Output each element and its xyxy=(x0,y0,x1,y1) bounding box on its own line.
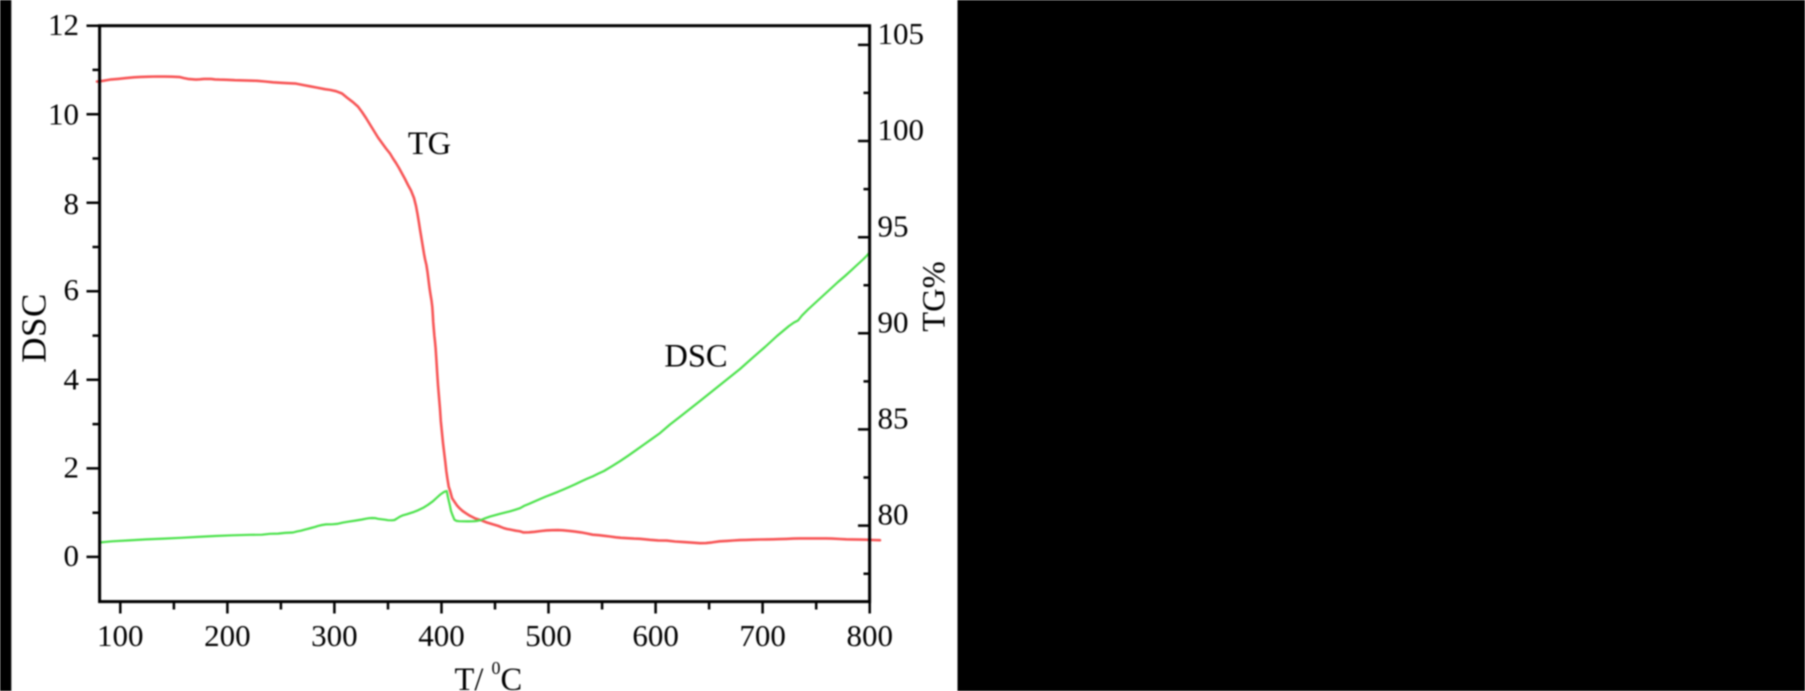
svg-text:8: 8 xyxy=(64,186,80,221)
svg-text:10: 10 xyxy=(48,97,79,132)
svg-text:85: 85 xyxy=(878,401,909,436)
svg-text:TG%: TG% xyxy=(917,261,953,331)
svg-text:90: 90 xyxy=(878,304,909,339)
svg-text:100: 100 xyxy=(97,618,144,653)
svg-text:6: 6 xyxy=(64,272,80,307)
svg-text:200: 200 xyxy=(204,618,251,653)
svg-text:DSC: DSC xyxy=(664,338,727,374)
svg-text:600: 600 xyxy=(632,618,679,653)
svg-text:700: 700 xyxy=(739,618,786,653)
svg-text:105: 105 xyxy=(878,16,925,51)
svg-text:100: 100 xyxy=(878,112,925,147)
svg-text:95: 95 xyxy=(878,208,909,243)
svg-text:500: 500 xyxy=(525,618,572,653)
svg-text:DSC: DSC xyxy=(15,293,54,363)
svg-text:800: 800 xyxy=(846,618,893,653)
svg-text:0: 0 xyxy=(64,538,80,573)
svg-text:80: 80 xyxy=(878,497,909,532)
svg-text:2: 2 xyxy=(64,450,80,485)
svg-text:300: 300 xyxy=(311,618,358,653)
svg-text:4: 4 xyxy=(64,362,80,397)
svg-text:12: 12 xyxy=(48,7,79,42)
svg-text:400: 400 xyxy=(418,618,465,653)
svg-text:T/ 0C: T/ 0C xyxy=(455,658,523,691)
svg-text:TG: TG xyxy=(408,126,451,162)
